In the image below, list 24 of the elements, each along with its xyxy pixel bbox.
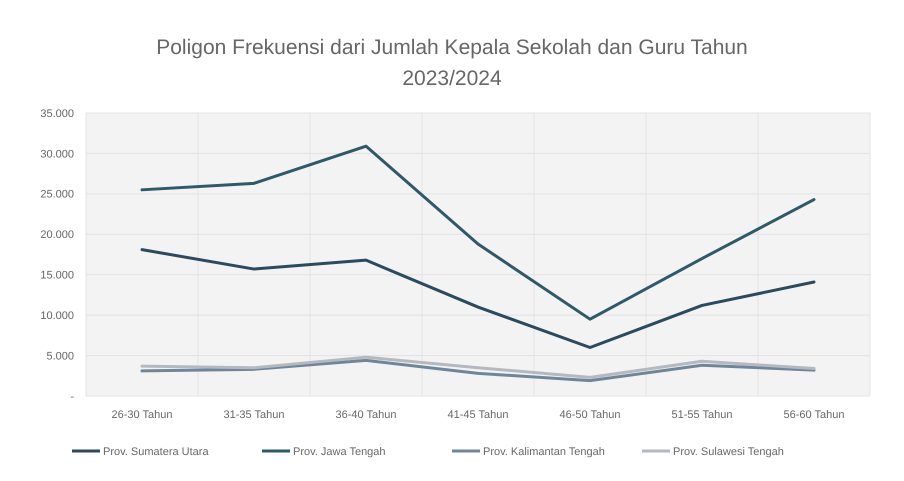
line-series <box>140 358 816 382</box>
x-tick-label: 31-35 Tahun <box>224 409 284 421</box>
x-tick-label: 46-50 Tahun <box>560 409 620 421</box>
y-tick-label: 20.000 <box>40 229 74 242</box>
y-tick-label: 5.000 <box>46 350 74 362</box>
legend-label: Prov. Kalimantan Tengah <box>483 446 605 458</box>
y-tick-label: 10.000 <box>40 310 74 322</box>
x-tick-label: 36-40 Tahun <box>336 409 396 421</box>
legend-label: Prov. Sulawesi Tengah <box>673 446 784 458</box>
line-series <box>140 248 816 349</box>
line-series <box>140 356 816 379</box>
y-tick-label: 25.000 <box>40 188 74 201</box>
line-series <box>140 144 816 321</box>
x-tick-label: 51-55 Tahun <box>672 409 732 421</box>
legend-label: Prov. Jawa Tengah <box>293 446 386 458</box>
x-tick-label: 56-60 Tahun <box>784 409 844 421</box>
x-tick-label: 41-45 Tahun <box>448 409 508 421</box>
chart-title: Poligon Frekuensi dari Jumlah Kepala Sekolah dan Guru Tahun 2023/2024 <box>156 36 748 90</box>
x-tick-label: 26-30 Tahun <box>112 409 172 421</box>
y-tick-label: 30.000 <box>40 148 74 160</box>
legend-label: Prov. Sumatera Utara <box>103 446 210 458</box>
y-tick-label: 35.000 <box>40 108 74 120</box>
y-tick-label: - <box>70 390 74 403</box>
y-tick-label: 15.000 <box>40 270 74 282</box>
